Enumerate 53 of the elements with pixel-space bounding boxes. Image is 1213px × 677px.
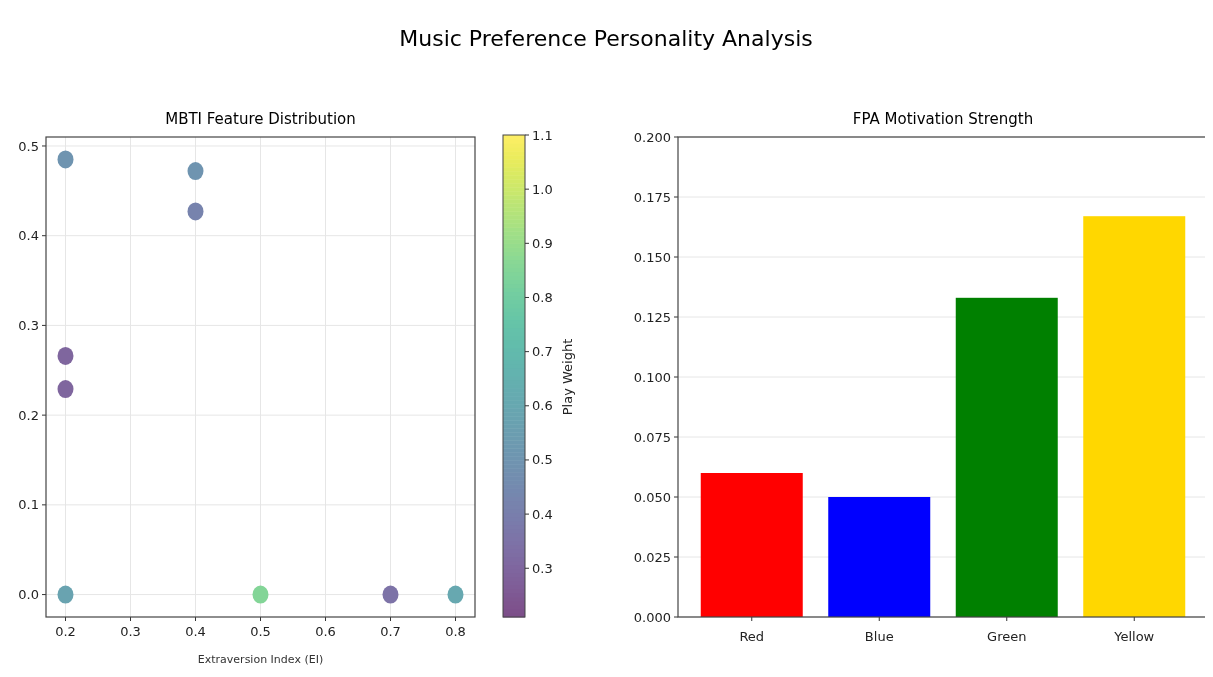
x-tick-label: Yellow (1113, 629, 1155, 644)
y-tick-label: 0.3 (18, 317, 39, 333)
x-tick-label: Red (739, 629, 765, 644)
color-bar-label: 1.0 (532, 181, 553, 197)
point (57, 150, 74, 169)
x-tick-label: Green (987, 629, 1027, 644)
color-bar-label: 0.7 (532, 344, 553, 360)
y-tick-label: 0.100 (633, 369, 671, 385)
color-bar-label: 0.9 (532, 235, 553, 251)
bar (1083, 216, 1186, 617)
y-tick-label: 0.000 (633, 609, 671, 625)
y-tick-label: 0.200 (633, 129, 671, 145)
color-bar-label: 0.8 (532, 290, 553, 306)
point (57, 346, 74, 365)
y-tick-label: 0.150 (633, 249, 671, 265)
chart-title: FPA Motivation Strength (852, 110, 1034, 128)
point (57, 585, 74, 604)
y-tick-label: 0.175 (633, 189, 671, 205)
bar (828, 497, 931, 617)
color-bar-title: Play Weight (560, 338, 575, 416)
point (252, 585, 269, 604)
point (382, 585, 399, 604)
x-tick-label: 0.7 (380, 624, 401, 639)
color-bar-label: 0.4 (532, 506, 553, 522)
color-bar-label: 0.3 (532, 560, 553, 576)
chart-title: MBTI Feature Distribution (165, 110, 356, 128)
y-tick-label: 0.0 (18, 587, 39, 603)
x-tick-label: 0.5 (250, 624, 271, 639)
point (187, 202, 204, 221)
x-axis-title: Extraversion Index (EI) (197, 653, 324, 666)
y-tick-label: 0.2 (18, 407, 39, 423)
point (57, 380, 74, 399)
color-bar-label: 0.5 (532, 452, 553, 468)
y-tick-label: 0.050 (633, 489, 671, 505)
color-bar-label: 1.1 (532, 127, 553, 143)
bar (700, 473, 803, 617)
y-tick-label: 0.1 (18, 497, 39, 513)
color-bar-label: 0.6 (532, 398, 553, 414)
x-tick-label: Blue (864, 629, 894, 644)
y-tick-label: 0.025 (633, 549, 671, 565)
y-tick-label: 0.4 (18, 228, 39, 244)
y-tick-label: 0.125 (633, 309, 671, 325)
x-tick-label: 0.3 (120, 624, 141, 639)
x-tick-label: 0.2 (55, 624, 76, 639)
x-tick-label: 0.8 (445, 624, 466, 639)
point (187, 162, 204, 181)
x-tick-label: 0.4 (185, 624, 206, 639)
y-tick-label: 0.5 (18, 138, 39, 154)
x-tick-label: 0.6 (315, 624, 336, 639)
y-tick-label: 0.075 (633, 429, 671, 445)
bar (955, 297, 1058, 617)
text: Music Preference Personality Analysis (399, 26, 813, 51)
point (447, 585, 464, 604)
